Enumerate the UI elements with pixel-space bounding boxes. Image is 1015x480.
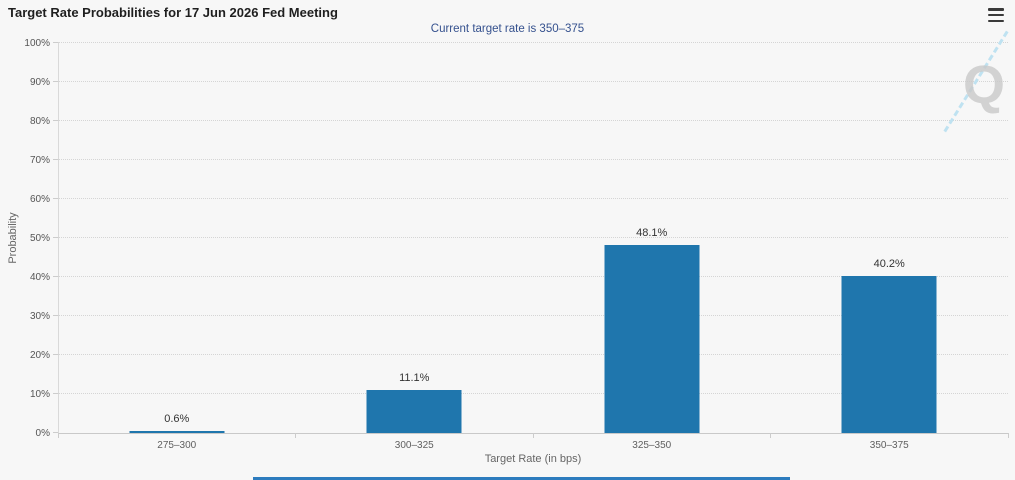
y-tick-label: 80% bbox=[29, 116, 50, 127]
y-tick-label: 40% bbox=[29, 272, 50, 283]
hamburger-menu-icon bbox=[988, 13, 1004, 17]
category-slot: 48.1% 325–350 bbox=[533, 43, 771, 451]
x-category-label: 300–325 bbox=[394, 440, 434, 451]
x-category-label: 350–375 bbox=[869, 440, 909, 451]
probability-bar[interactable] bbox=[366, 389, 462, 433]
y-tick-mark bbox=[53, 393, 58, 394]
y-axis-line bbox=[58, 43, 59, 433]
y-tick-label: 20% bbox=[29, 350, 50, 361]
y-tick-label: 70% bbox=[29, 155, 50, 166]
y-tick-mark bbox=[53, 276, 58, 277]
chart-title: Target Rate Probabilities for 17 Jun 202… bbox=[8, 5, 338, 20]
x-category-label: 275–300 bbox=[157, 440, 197, 451]
x-tick-mark bbox=[532, 433, 534, 438]
y-gridline bbox=[58, 159, 1008, 160]
y-tick-label: 60% bbox=[29, 194, 50, 205]
plot-area: 0% 10% 20% 30% 40% 50% 60% 70% 80% 90% 100% 0.6% 275… bbox=[24, 38, 1009, 451]
x-tick-mark bbox=[295, 433, 296, 438]
y-tick-label: 50% bbox=[29, 233, 50, 244]
y-tick-label: 90% bbox=[29, 77, 50, 88]
y-tick-mark bbox=[53, 354, 58, 355]
y-tick-mark bbox=[53, 42, 58, 43]
y-tick-label: 0% bbox=[35, 428, 50, 439]
y-gridline bbox=[58, 198, 1008, 199]
y-tick-mark bbox=[53, 198, 58, 199]
y-tick-mark bbox=[53, 315, 58, 316]
hamburger-menu-icon bbox=[988, 19, 1004, 22]
category-slot: 0.6% 275–300 bbox=[58, 43, 296, 451]
y-gridline bbox=[58, 315, 1008, 316]
y-tick-mark bbox=[53, 237, 58, 238]
bar-value-label: 0.6% bbox=[164, 412, 190, 425]
y-gridline bbox=[58, 393, 1008, 394]
hamburger-menu-icon bbox=[988, 8, 1004, 11]
y-gridline bbox=[58, 81, 1008, 82]
y-tick-label: 30% bbox=[29, 311, 50, 322]
x-axis-title: Target Rate (in bps) bbox=[484, 453, 582, 465]
y-tick-label: 10% bbox=[29, 389, 50, 400]
horizontal-scrollbar-thumb[interactable] bbox=[253, 477, 790, 480]
probability-bar[interactable] bbox=[841, 276, 937, 433]
export-menu-button[interactable] bbox=[987, 7, 1005, 23]
probability-bar[interactable] bbox=[604, 245, 700, 433]
x-category-label: 325–350 bbox=[632, 440, 672, 451]
category-slot: 40.2% 350–375 bbox=[771, 43, 1009, 451]
probability-bar[interactable] bbox=[129, 430, 225, 433]
y-gridline bbox=[58, 237, 1008, 238]
y-tick-mark bbox=[53, 159, 58, 160]
y-tick-mark bbox=[53, 81, 58, 82]
bar-value-label: 11.1% bbox=[399, 371, 430, 384]
y-gridline bbox=[58, 276, 1008, 277]
category-slot: 11.1% 300–325 bbox=[296, 43, 534, 451]
bar-value-label: 48.1% bbox=[636, 227, 668, 240]
bar-value-label: 40.2% bbox=[873, 258, 905, 271]
x-tick-mark bbox=[57, 433, 59, 438]
x-tick-mark bbox=[770, 433, 771, 438]
y-tick-label: 100% bbox=[24, 38, 50, 49]
y-gridline bbox=[58, 42, 1008, 43]
y-tick-mark bbox=[53, 432, 58, 433]
y-tick-mark bbox=[53, 120, 58, 121]
x-tick-mark bbox=[1007, 433, 1009, 438]
y-gridline bbox=[58, 120, 1008, 121]
y-gridline bbox=[58, 354, 1008, 355]
chart-subtitle: Current target rate is 350–375 bbox=[430, 23, 585, 35]
